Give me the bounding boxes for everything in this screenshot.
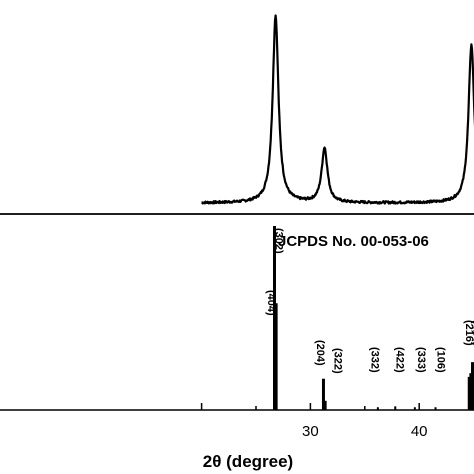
top-panel: [0, 14, 474, 215]
x-ticks: 30405060: [200, 403, 474, 440]
hkl-label: (106): [435, 347, 447, 373]
hkl-label: (322): [331, 348, 343, 374]
reference-card-title: JCPDS No. 00-053-06: [278, 233, 429, 250]
hkl-label: (216): [463, 320, 474, 346]
hkl-label: (333): [415, 347, 427, 373]
x-tick-label: 30: [302, 423, 319, 440]
hkl-label: (404): [265, 290, 277, 316]
hkl-labels: (302) (404) (204) (322) (332) (422) (333) (106)…: [265, 228, 474, 374]
hkl-label: (302): [273, 228, 285, 254]
hkl-label: (422): [393, 347, 405, 373]
reference-sticks: [272, 226, 474, 410]
hkl-label: (424): [471, 320, 474, 346]
bottom-panel: JCPDS No. 00-053-06 (302) (404) (204) (322)…: [0, 213, 474, 471]
x-axis-label: 2θ (degree): [203, 452, 293, 471]
xrd-pattern-line: [201, 14, 474, 205]
hkl-label: (204): [314, 340, 326, 366]
x-tick-label: 40: [411, 423, 428, 440]
hkl-label: (332): [368, 347, 380, 373]
